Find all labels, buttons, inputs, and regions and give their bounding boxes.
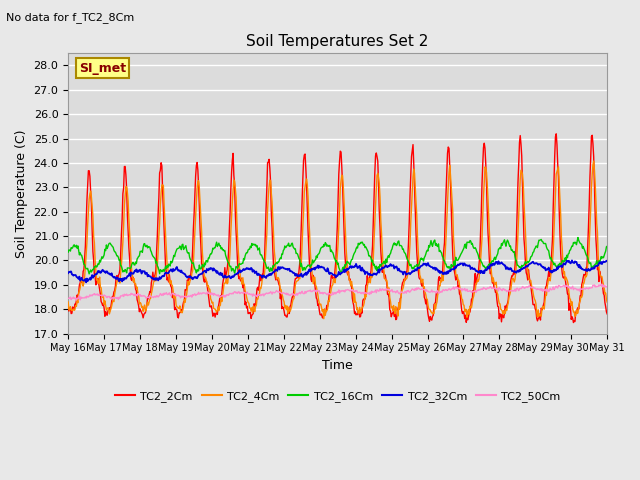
TC2_16Cm: [64, 249, 72, 255]
TC2_4Cm: [74, 300, 82, 306]
Text: No data for f_TC2_8Cm: No data for f_TC2_8Cm: [6, 12, 134, 23]
TC2_4Cm: [590, 158, 598, 164]
TC2_2Cm: [129, 276, 137, 281]
Line: TC2_50Cm: TC2_50Cm: [68, 284, 607, 300]
TC2_50Cm: [185, 293, 193, 299]
TC2_16Cm: [74, 243, 82, 249]
TC2_50Cm: [75, 295, 83, 301]
TC2_4Cm: [404, 271, 412, 277]
TC2_2Cm: [184, 279, 192, 285]
TC2_50Cm: [214, 293, 221, 299]
TC2_50Cm: [64, 296, 72, 301]
TC2_50Cm: [404, 288, 412, 294]
Y-axis label: Soil Temperature (C): Soil Temperature (C): [15, 129, 28, 258]
TC2_32Cm: [64, 270, 72, 276]
TC2_50Cm: [420, 287, 428, 293]
TC2_32Cm: [185, 274, 193, 279]
TC2_16Cm: [574, 235, 582, 240]
TC2_32Cm: [420, 261, 428, 266]
TC2_4Cm: [184, 278, 192, 284]
TC2_32Cm: [131, 269, 138, 275]
TC2_16Cm: [420, 258, 428, 264]
TC2_2Cm: [419, 280, 427, 286]
TC2_2Cm: [74, 295, 82, 300]
TC2_2Cm: [403, 269, 411, 275]
TC2_32Cm: [83, 279, 90, 285]
TC2_32Cm: [404, 271, 412, 276]
TC2_2Cm: [212, 310, 220, 315]
TC2_32Cm: [214, 268, 221, 274]
Text: SI_met: SI_met: [79, 61, 126, 74]
TC2_32Cm: [74, 275, 82, 280]
TC2_4Cm: [604, 300, 611, 305]
TC2_50Cm: [598, 281, 606, 287]
Line: TC2_16Cm: TC2_16Cm: [68, 238, 607, 274]
Line: TC2_4Cm: TC2_4Cm: [68, 161, 607, 319]
TC2_4Cm: [129, 279, 137, 285]
TC2_16Cm: [185, 250, 193, 255]
TC2_2Cm: [570, 320, 577, 325]
Line: TC2_32Cm: TC2_32Cm: [68, 260, 607, 282]
TC2_2Cm: [552, 131, 560, 137]
TC2_50Cm: [131, 293, 138, 299]
TC2_4Cm: [320, 316, 328, 322]
TC2_32Cm: [604, 258, 611, 264]
TC2_16Cm: [85, 271, 93, 277]
TC2_4Cm: [420, 285, 428, 290]
TC2_16Cm: [214, 244, 221, 250]
TC2_4Cm: [212, 309, 220, 315]
TC2_16Cm: [604, 243, 611, 249]
TC2_4Cm: [64, 299, 72, 305]
Title: Soil Temperatures Set 2: Soil Temperatures Set 2: [246, 34, 429, 49]
Line: TC2_2Cm: TC2_2Cm: [68, 134, 607, 323]
X-axis label: Time: Time: [323, 359, 353, 372]
Legend: TC2_2Cm, TC2_4Cm, TC2_16Cm, TC2_32Cm, TC2_50Cm: TC2_2Cm, TC2_4Cm, TC2_16Cm, TC2_32Cm, TC…: [110, 387, 565, 407]
TC2_50Cm: [604, 284, 611, 290]
TC2_50Cm: [72, 297, 80, 303]
TC2_32Cm: [568, 257, 576, 263]
TC2_2Cm: [604, 311, 611, 317]
TC2_16Cm: [131, 262, 138, 268]
TC2_16Cm: [404, 257, 412, 263]
TC2_2Cm: [64, 304, 72, 310]
